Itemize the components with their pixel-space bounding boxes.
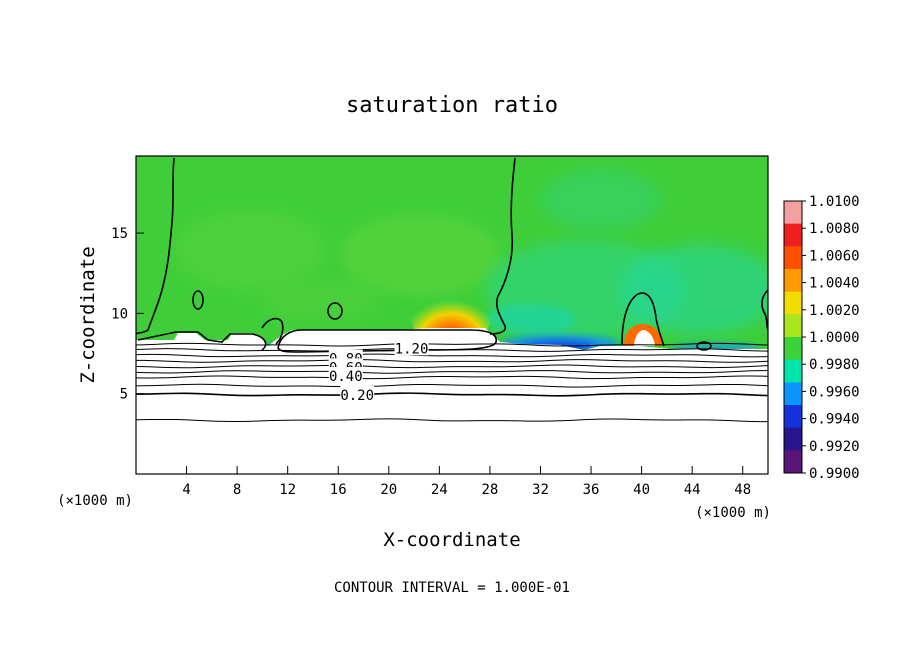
y-tick-label: 10 (111, 306, 128, 322)
colorbar-swatch (784, 246, 802, 270)
x-tick-label: 28 (481, 482, 498, 498)
left-contour-line (136, 157, 175, 335)
x-tick-label: 12 (279, 482, 296, 498)
x-tick-label: 44 (684, 482, 701, 498)
contour-label-bg (340, 385, 375, 402)
y-tick-label: 5 (120, 387, 128, 403)
subsaturated-region (136, 328, 768, 474)
left-plateau-contour (137, 331, 267, 351)
contour-line (136, 383, 768, 388)
colorbar-label: 1.0020 (809, 303, 860, 319)
right-edge-contour (761, 289, 768, 331)
green-patch (340, 215, 500, 295)
colorbar-swatch (784, 427, 802, 451)
colorbar-label: 0.9920 (809, 439, 860, 455)
green-patch (260, 280, 380, 320)
contour-labels: 1.200.800.600.400.20 (328, 339, 429, 404)
x-tick-label: 40 (633, 482, 650, 498)
x-tick-label: 4 (182, 482, 190, 498)
contour-label: 1.20 (395, 341, 429, 357)
contour-line (136, 353, 768, 358)
warm-spot-core (634, 330, 655, 346)
x-axis: 4 8 12 16 20 24 28 32 36 40 44 48 (182, 466, 751, 498)
cyan-patch (485, 305, 575, 335)
x-tick-label: 48 (734, 482, 751, 498)
colorbar-label: 0.9960 (809, 384, 860, 400)
central-contour-line (489, 157, 516, 335)
colorbar-label: 1.0060 (809, 248, 860, 264)
small-contour-loop (696, 341, 712, 351)
green-patch (175, 210, 325, 290)
x-axis-label: X-coordinate (383, 529, 520, 551)
x-tick-label: 36 (583, 482, 600, 498)
feature-contours (136, 157, 768, 353)
plot-area: 1.200.800.600.400.20 (136, 156, 768, 474)
colorbar-swatch (784, 314, 802, 338)
colorbar-label: 1.0000 (809, 330, 860, 346)
contour-line (136, 418, 768, 423)
contour-line (136, 359, 768, 363)
colorbar-swatch (784, 450, 802, 474)
colorbar-label: 0.9940 (809, 412, 860, 428)
warm-spot-contour (621, 292, 665, 347)
colorbar-label: 1.0040 (809, 276, 860, 292)
contour-line (136, 342, 768, 347)
contour-interval-note: CONTOUR INTERVAL = 1.000E-01 (334, 580, 570, 596)
colorbar-swatch (784, 405, 802, 429)
cyan-patch (620, 245, 768, 335)
colorbar-label: 1.0100 (809, 194, 860, 210)
contour-label-bg (394, 339, 429, 356)
x-tick-label: 16 (330, 482, 347, 498)
colorbar-swatch (784, 359, 802, 383)
colorbar-label: 0.9900 (809, 466, 860, 482)
contour-label: 0.40 (329, 369, 363, 385)
colorbar-swatch (784, 201, 802, 225)
notch-contour (261, 317, 284, 345)
colorbar-label: 0.9980 (809, 357, 860, 373)
x-unit-right: (×1000 m) (695, 505, 771, 521)
colorbar-label: 1.0080 (809, 221, 860, 237)
contour-line (136, 364, 768, 369)
contour-label-bg (328, 367, 363, 384)
chart-title: saturation ratio (346, 93, 558, 118)
colorbar-swatch (784, 337, 802, 361)
colorbar-swatch (784, 223, 802, 247)
contour-label: 0.20 (340, 388, 374, 404)
contour-line (136, 392, 768, 397)
x-tick-label: 8 (233, 482, 241, 498)
plot-frame (135, 155, 769, 475)
plateau-contour (277, 329, 497, 353)
x-tick-label: 20 (380, 482, 397, 498)
contour-line (136, 370, 768, 374)
y-tick-label: 15 (111, 226, 128, 242)
y-axis-label: Z-coordinate (77, 246, 99, 383)
colorbar: 1.0100 1.0080 1.0060 1.0040 1.0020 1.0000 0.99… (783, 194, 860, 482)
small-contour-loop (327, 302, 343, 320)
x-unit-left: (×1000 m) (57, 493, 133, 509)
contour-line (136, 375, 768, 380)
x-tick-label: 24 (431, 482, 448, 498)
colorbar-swatch (784, 269, 802, 293)
cyan-patch (540, 170, 660, 230)
colorbar-swatch (784, 291, 802, 315)
x-tick-label: 32 (532, 482, 549, 498)
small-contour-loop (192, 290, 204, 310)
colorbar-swatch (784, 382, 802, 406)
y-axis: 5 10 15 (111, 226, 144, 403)
